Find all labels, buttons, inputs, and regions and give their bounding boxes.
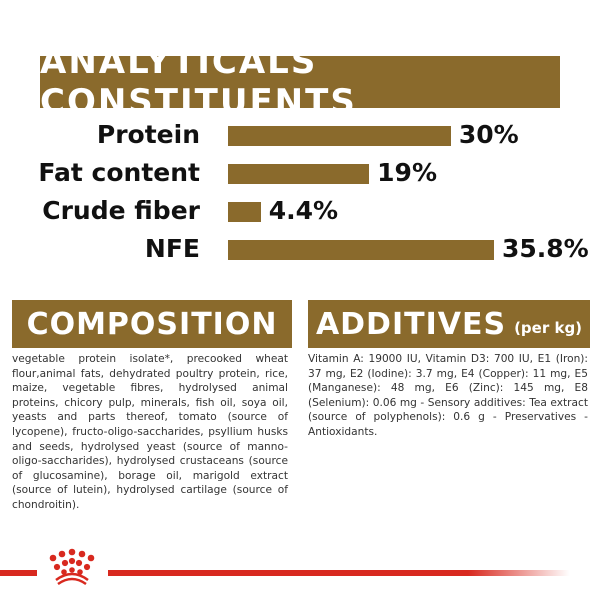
brand-line-right xyxy=(108,570,570,576)
bar xyxy=(228,240,494,260)
chart-row: Fat content 19% xyxy=(0,158,600,187)
value-label: 30% xyxy=(458,120,519,149)
bar xyxy=(228,164,370,184)
analytical-header: ANALYTICALS CONSTITUENTS xyxy=(40,42,560,122)
category-label: Fat content xyxy=(38,158,200,187)
bar xyxy=(228,126,451,146)
value-label: 35.8% xyxy=(501,234,589,263)
composition-text: vegetable protein isolate*, precooked wh… xyxy=(12,353,288,511)
additives-text: Vitamin A: 19000 IU, Vitamin D3: 700 IU,… xyxy=(308,353,588,438)
category-label: NFE xyxy=(144,234,200,263)
additives-subtitle: (per kg) xyxy=(514,319,583,337)
brand-line-left xyxy=(0,570,37,576)
value-label: 19% xyxy=(377,158,437,187)
additives-title: ADDITIVES xyxy=(315,306,507,342)
chart-row: Protein 30% xyxy=(0,120,600,149)
crown-logo-icon xyxy=(49,548,95,586)
chart-row: Crude fiber 4.4% xyxy=(0,196,600,225)
bar xyxy=(228,202,261,222)
category-label: Crude fiber xyxy=(42,196,200,225)
value-label: 4.4% xyxy=(268,196,339,225)
additives-header: ADDITIVES (per kg) xyxy=(308,300,590,348)
chart-row: NFE 35.8% xyxy=(0,234,600,263)
composition-header: COMPOSITION xyxy=(12,300,292,348)
category-label: Protein xyxy=(96,120,200,149)
